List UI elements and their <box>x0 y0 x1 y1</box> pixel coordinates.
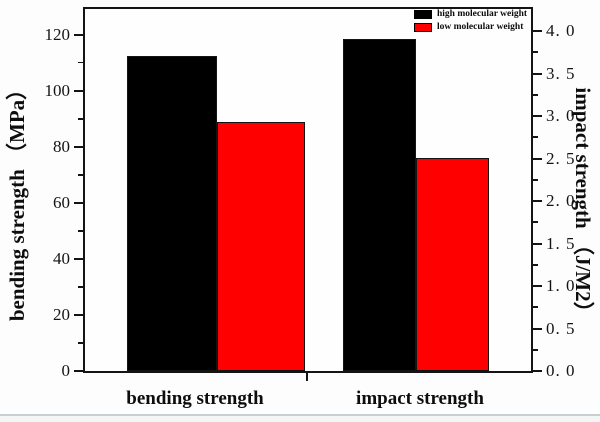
axis-tick <box>78 342 83 344</box>
legend-item-low-molecular-weight: low molecular weight <box>414 22 527 32</box>
right-axis-tick-label: 2. 5 <box>546 148 576 168</box>
axis-tick <box>74 257 83 260</box>
right-axis-tick-label: 2. 0 <box>546 191 576 210</box>
axis-tick <box>533 348 538 351</box>
axis-tick <box>306 373 308 381</box>
axis-tick <box>533 285 542 287</box>
axis-tick <box>533 221 538 224</box>
window-bottom-edge-fill <box>0 416 600 422</box>
axis-tick <box>533 178 538 181</box>
bar-low-molecular-weight-bending-strength <box>217 122 305 371</box>
axis-tick <box>533 263 538 266</box>
legend-label: high molecular weight <box>437 9 528 19</box>
left-axis-tick-label: 40 <box>53 248 70 268</box>
axis-tick <box>74 145 83 148</box>
right-axis-tick-label: 3. 0 <box>546 106 576 125</box>
bar-high-molecular-weight-impact-strength <box>343 39 416 371</box>
right-axis-tick-label: 0. 5 <box>546 318 576 338</box>
legend-item-high-molecular-weight: high molecular weight <box>414 9 527 19</box>
bar-low-molecular-weight-impact-strength <box>416 158 489 371</box>
axis-tick <box>78 230 83 232</box>
legend-swatch-red <box>414 22 432 32</box>
left-y-axis-title: bending strength （MPa） <box>5 78 29 322</box>
left-axis-tick-label: 120 <box>44 24 71 44</box>
right-y-axis-title: impact strength （J/M2） <box>571 87 595 323</box>
right-axis-tick-label: 3. 5 <box>546 63 576 83</box>
axis-tick <box>74 33 83 36</box>
right-axis-tick-label: 1. 5 <box>546 233 576 253</box>
x-category-label-bending-strength: bending strength <box>126 388 264 409</box>
axis-tick <box>78 173 83 176</box>
x-category-label-impact-strength: impact strength <box>356 388 484 409</box>
axis-tick <box>533 200 542 202</box>
left-axis-tick-label: 20 <box>53 304 70 324</box>
axis-tick <box>74 201 83 204</box>
axis-tick <box>533 327 542 330</box>
axis-tick <box>533 30 542 32</box>
right-axis-tick-label: 1. 0 <box>546 276 576 295</box>
axis-tick <box>74 313 83 316</box>
bar-high-molecular-weight-bending-strength <box>127 56 217 371</box>
axis-tick <box>533 370 542 372</box>
left-axis-tick-label: 80 <box>53 136 70 156</box>
right-axis-tick-label: 0. 0 <box>546 361 576 380</box>
axis-tick <box>533 242 542 245</box>
axis-tick <box>533 93 538 96</box>
legend-label: low molecular weight <box>437 22 524 32</box>
window-bottom-edge-line <box>0 414 600 416</box>
left-axis-tick-label: 0 <box>61 361 71 380</box>
axis-tick <box>533 306 538 309</box>
axis-tick <box>533 115 542 117</box>
right-axis-tick-label: 4. 0 <box>546 21 576 40</box>
legend-swatch-black <box>414 9 432 19</box>
axis-tick <box>74 370 83 372</box>
axis-tick <box>533 72 542 75</box>
legend: high molecular weight low molecular weig… <box>414 9 527 32</box>
axis-tick <box>78 117 83 120</box>
axis-tick <box>78 61 83 64</box>
axis-tick <box>533 136 538 139</box>
left-axis-tick-label: 100 <box>44 80 71 100</box>
axis-tick <box>533 51 538 54</box>
left-axis-tick-label: 60 <box>53 192 70 212</box>
axis-tick <box>533 157 542 160</box>
axis-tick <box>78 286 83 288</box>
axis-tick <box>74 89 83 92</box>
